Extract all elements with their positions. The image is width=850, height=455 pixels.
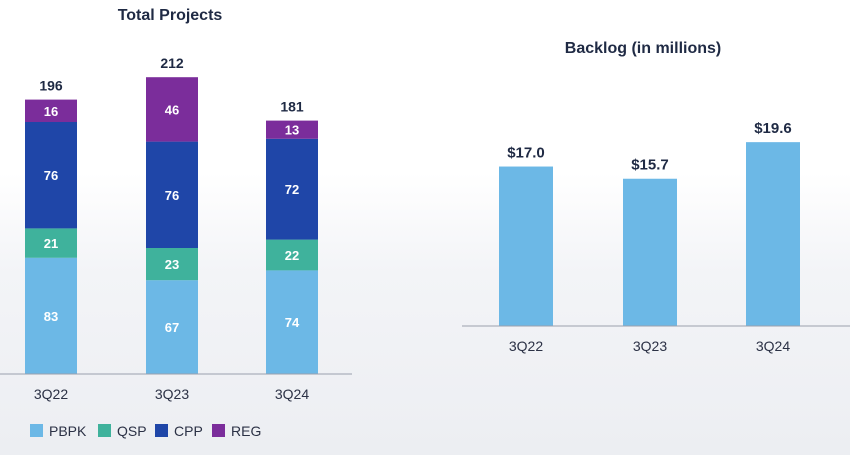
legend-label-cpp: CPP [174, 423, 203, 439]
legend-label-pbpk: PBPK [49, 423, 87, 439]
legend-swatch-pbpk [30, 424, 43, 437]
bar-segment-cpp-3q22 [25, 122, 77, 229]
legend-label-reg: REG [231, 423, 261, 439]
backlog-x-tick-label-3q24: 3Q24 [756, 338, 790, 354]
backlog-title: Backlog (in millions) [565, 40, 721, 57]
legend-label-qsp: QSP [117, 423, 147, 439]
legend-swatch-reg [212, 424, 225, 437]
segment-label-reg-3q22: 16 [44, 104, 58, 119]
backlog-bar-3q23 [623, 178, 677, 326]
x-tick-label-3q22: 3Q22 [34, 386, 68, 402]
segment-label-qsp-3q24: 22 [285, 248, 299, 263]
legend-swatch-qsp [98, 424, 111, 437]
x-tick-label-3q24: 3Q24 [275, 386, 309, 402]
backlog-value-label-3q22: $17.0 [507, 145, 545, 162]
backlog-x-ticks: 3Q22 3Q23 3Q24 [509, 338, 790, 354]
bar-segment-pbpk-3q23 [146, 280, 198, 374]
segment-label-qsp-3q23: 23 [165, 257, 179, 272]
segment-label-cpp-3q24: 72 [285, 182, 299, 197]
total-projects-bars: 83 21 76 16 196 67 23 76 46 212 74 22 72 13 181 [25, 55, 318, 374]
bar-segment-pbpk-3q22 [25, 257, 77, 374]
total-projects-chart: Total Projects 83 21 76 16 196 67 23 76 46 212 74 2… [0, 7, 352, 439]
segment-label-pbpk-3q22: 83 [44, 309, 58, 324]
backlog-x-tick-label-3q22: 3Q22 [509, 338, 543, 354]
x-tick-label-3q23: 3Q23 [155, 386, 189, 402]
segment-label-cpp-3q22: 76 [44, 168, 58, 183]
bar-segment-cpp-3q23 [146, 141, 198, 248]
total-label-3q23: 212 [160, 55, 184, 71]
segment-label-qsp-3q22: 21 [44, 236, 58, 251]
backlog-value-label-3q23: $15.7 [631, 157, 669, 174]
segment-label-reg-3q23: 46 [165, 102, 179, 117]
segment-label-cpp-3q23: 76 [165, 188, 179, 203]
backlog-chart: Backlog (in millions) $17.0 $15.7 $19.6 3Q… [462, 40, 850, 354]
bar-segment-qsp-3q23 [146, 248, 198, 281]
backlog-bar-3q24 [746, 142, 800, 326]
backlog-value-label-3q24: $19.6 [754, 120, 792, 137]
total-label-3q22: 196 [39, 78, 63, 94]
legend-swatch-cpp [155, 424, 168, 437]
total-projects-x-ticks: 3Q22 3Q23 3Q24 [34, 386, 309, 402]
backlog-bar-3q22 [499, 166, 553, 326]
bar-segment-qsp-3q22 [25, 228, 77, 258]
total-projects-legend: PBPK QSP CPP REG [30, 423, 261, 439]
total-label-3q24: 181 [280, 99, 304, 115]
segment-label-pbpk-3q23: 67 [165, 320, 179, 335]
bar-segment-reg-3q22 [25, 99, 77, 122]
total-projects-title: Total Projects [118, 7, 223, 24]
bar-segment-cpp-3q24 [266, 138, 318, 240]
backlog-bars: $17.0 $15.7 $19.6 [499, 120, 800, 326]
bar-segment-qsp-3q24 [266, 239, 318, 271]
segment-label-pbpk-3q24: 74 [285, 315, 300, 330]
bar-segment-reg-3q24 [266, 120, 318, 139]
segment-label-reg-3q24: 13 [285, 123, 299, 138]
bar-segment-reg-3q23 [146, 77, 198, 142]
backlog-x-tick-label-3q23: 3Q23 [633, 338, 667, 354]
bar-segment-pbpk-3q24 [266, 270, 318, 374]
